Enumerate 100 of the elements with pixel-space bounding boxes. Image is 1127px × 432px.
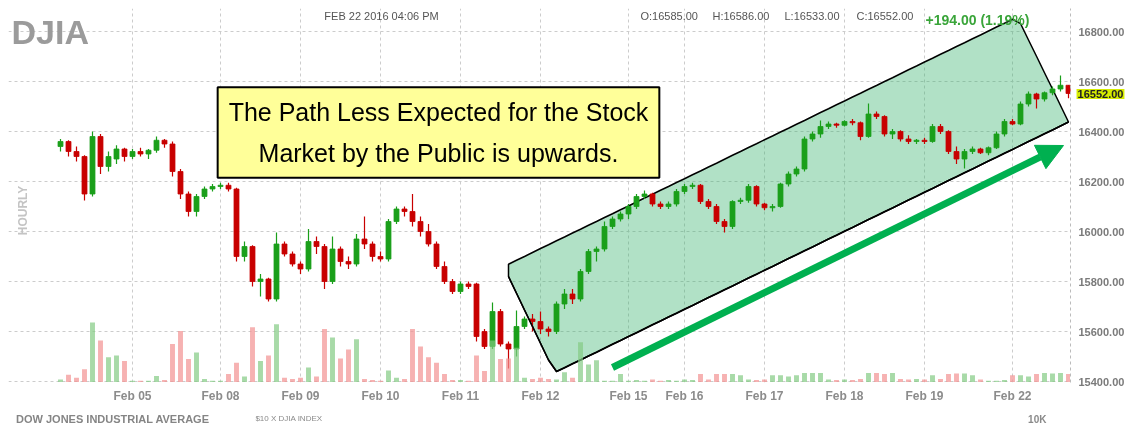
bar: [506, 358, 511, 382]
bar: [234, 362, 239, 382]
bar: [538, 377, 543, 382]
bar: [114, 355, 119, 382]
bar: [1034, 374, 1039, 382]
bar: [1018, 375, 1023, 382]
annotation: FEB 22 2016 04:06 PM: [324, 9, 439, 22]
text: 10K: [1028, 414, 1048, 425]
bar: [570, 377, 575, 382]
x-tick-label: Feb 16: [665, 388, 704, 403]
bar: [482, 371, 487, 382]
bar: [306, 367, 311, 382]
bar: [954, 373, 959, 382]
x-tick-label: Feb 22: [993, 388, 1032, 403]
bar: [962, 373, 967, 382]
chart-title: DJIA: [11, 12, 89, 51]
bar: [722, 374, 727, 382]
bar: [930, 375, 935, 382]
bar: [346, 349, 351, 382]
bar: [226, 374, 231, 382]
bar: [386, 370, 391, 382]
bar: [1058, 372, 1063, 382]
bar: [410, 329, 415, 382]
bar: [426, 357, 431, 382]
bar: [522, 377, 527, 382]
bar: [1026, 376, 1031, 382]
bar: [786, 376, 791, 382]
x-tick-label: Feb 11: [441, 388, 480, 403]
bar: [914, 378, 919, 382]
bar: [730, 374, 735, 382]
annotation: O:16585.00: [640, 9, 698, 22]
text: $10 X DJIA INDEX: [255, 414, 323, 423]
bar: [322, 329, 327, 382]
y-tick-label: 16000.00: [1078, 225, 1125, 238]
y-tick-label: 15600.00: [1078, 325, 1125, 338]
bar: [66, 374, 71, 382]
bar: [1042, 372, 1047, 382]
x-tick-label: Feb 19: [905, 388, 944, 403]
bar: [194, 352, 199, 382]
bar: [98, 340, 103, 382]
bar: [82, 369, 87, 382]
bar: [290, 378, 295, 382]
bar: [802, 372, 807, 382]
x-tick-label: Feb 18: [825, 388, 864, 403]
candlestick: [865, 102, 872, 139]
bar: [562, 372, 567, 382]
annotation: L:16533.00: [784, 9, 840, 22]
bar: [202, 378, 207, 382]
candlestick: [241, 240, 248, 263]
x-tick-label: Feb 17: [745, 388, 784, 403]
bar: [618, 374, 623, 382]
bar: [394, 377, 399, 382]
candlestick: [361, 215, 368, 250]
bar: [778, 375, 783, 382]
bar: [338, 358, 343, 382]
x-tick-label: Feb 05: [113, 388, 152, 403]
y-tick-label: 16400.00: [1078, 125, 1125, 138]
annotation: C:16552.00: [856, 9, 914, 22]
candlestick: [257, 273, 264, 298]
bar: [154, 375, 159, 382]
annotation: H:16586.00: [712, 9, 770, 22]
y-tick-label: 16200.00: [1078, 175, 1125, 188]
candlestick: [753, 184, 760, 208]
bar: [298, 377, 303, 382]
candlestick: [185, 190, 192, 218]
bar: [810, 372, 815, 382]
x-tick-label: Feb 09: [281, 388, 320, 403]
y-tick-label: 16800.00: [1078, 25, 1125, 38]
bar: [938, 378, 943, 382]
bar: [818, 372, 823, 382]
bar: [250, 327, 255, 382]
bar: [698, 374, 703, 382]
bar: [498, 359, 503, 382]
annotation: The Path Less Expected for the Stock Market by the Public is upwards.: [228, 98, 649, 167]
bar: [266, 355, 271, 382]
bar: [874, 372, 879, 382]
bar: [882, 374, 887, 382]
bar: [714, 374, 719, 382]
bar: [354, 339, 359, 382]
bar: [1066, 374, 1070, 382]
x-tick-label: Feb 10: [361, 388, 400, 403]
bar: [282, 377, 287, 382]
y-tick-label: 15400.00: [1078, 375, 1125, 388]
bar: [178, 330, 183, 382]
bar: [898, 378, 903, 382]
text: 16552.00: [1077, 88, 1124, 100]
bar: [738, 375, 743, 382]
bar: [1050, 373, 1055, 382]
bar: [314, 376, 319, 382]
bar: [794, 375, 799, 382]
bar: [106, 357, 111, 382]
x-tick-label: Feb 12: [521, 388, 560, 403]
bar: [770, 375, 775, 382]
bar: [578, 342, 583, 382]
bar: [242, 376, 247, 382]
y-tick-label: 15800.00: [1078, 275, 1125, 288]
bar: [946, 374, 951, 382]
bar: [418, 346, 423, 382]
bar: [186, 359, 191, 382]
candlestick: [745, 183, 752, 204]
